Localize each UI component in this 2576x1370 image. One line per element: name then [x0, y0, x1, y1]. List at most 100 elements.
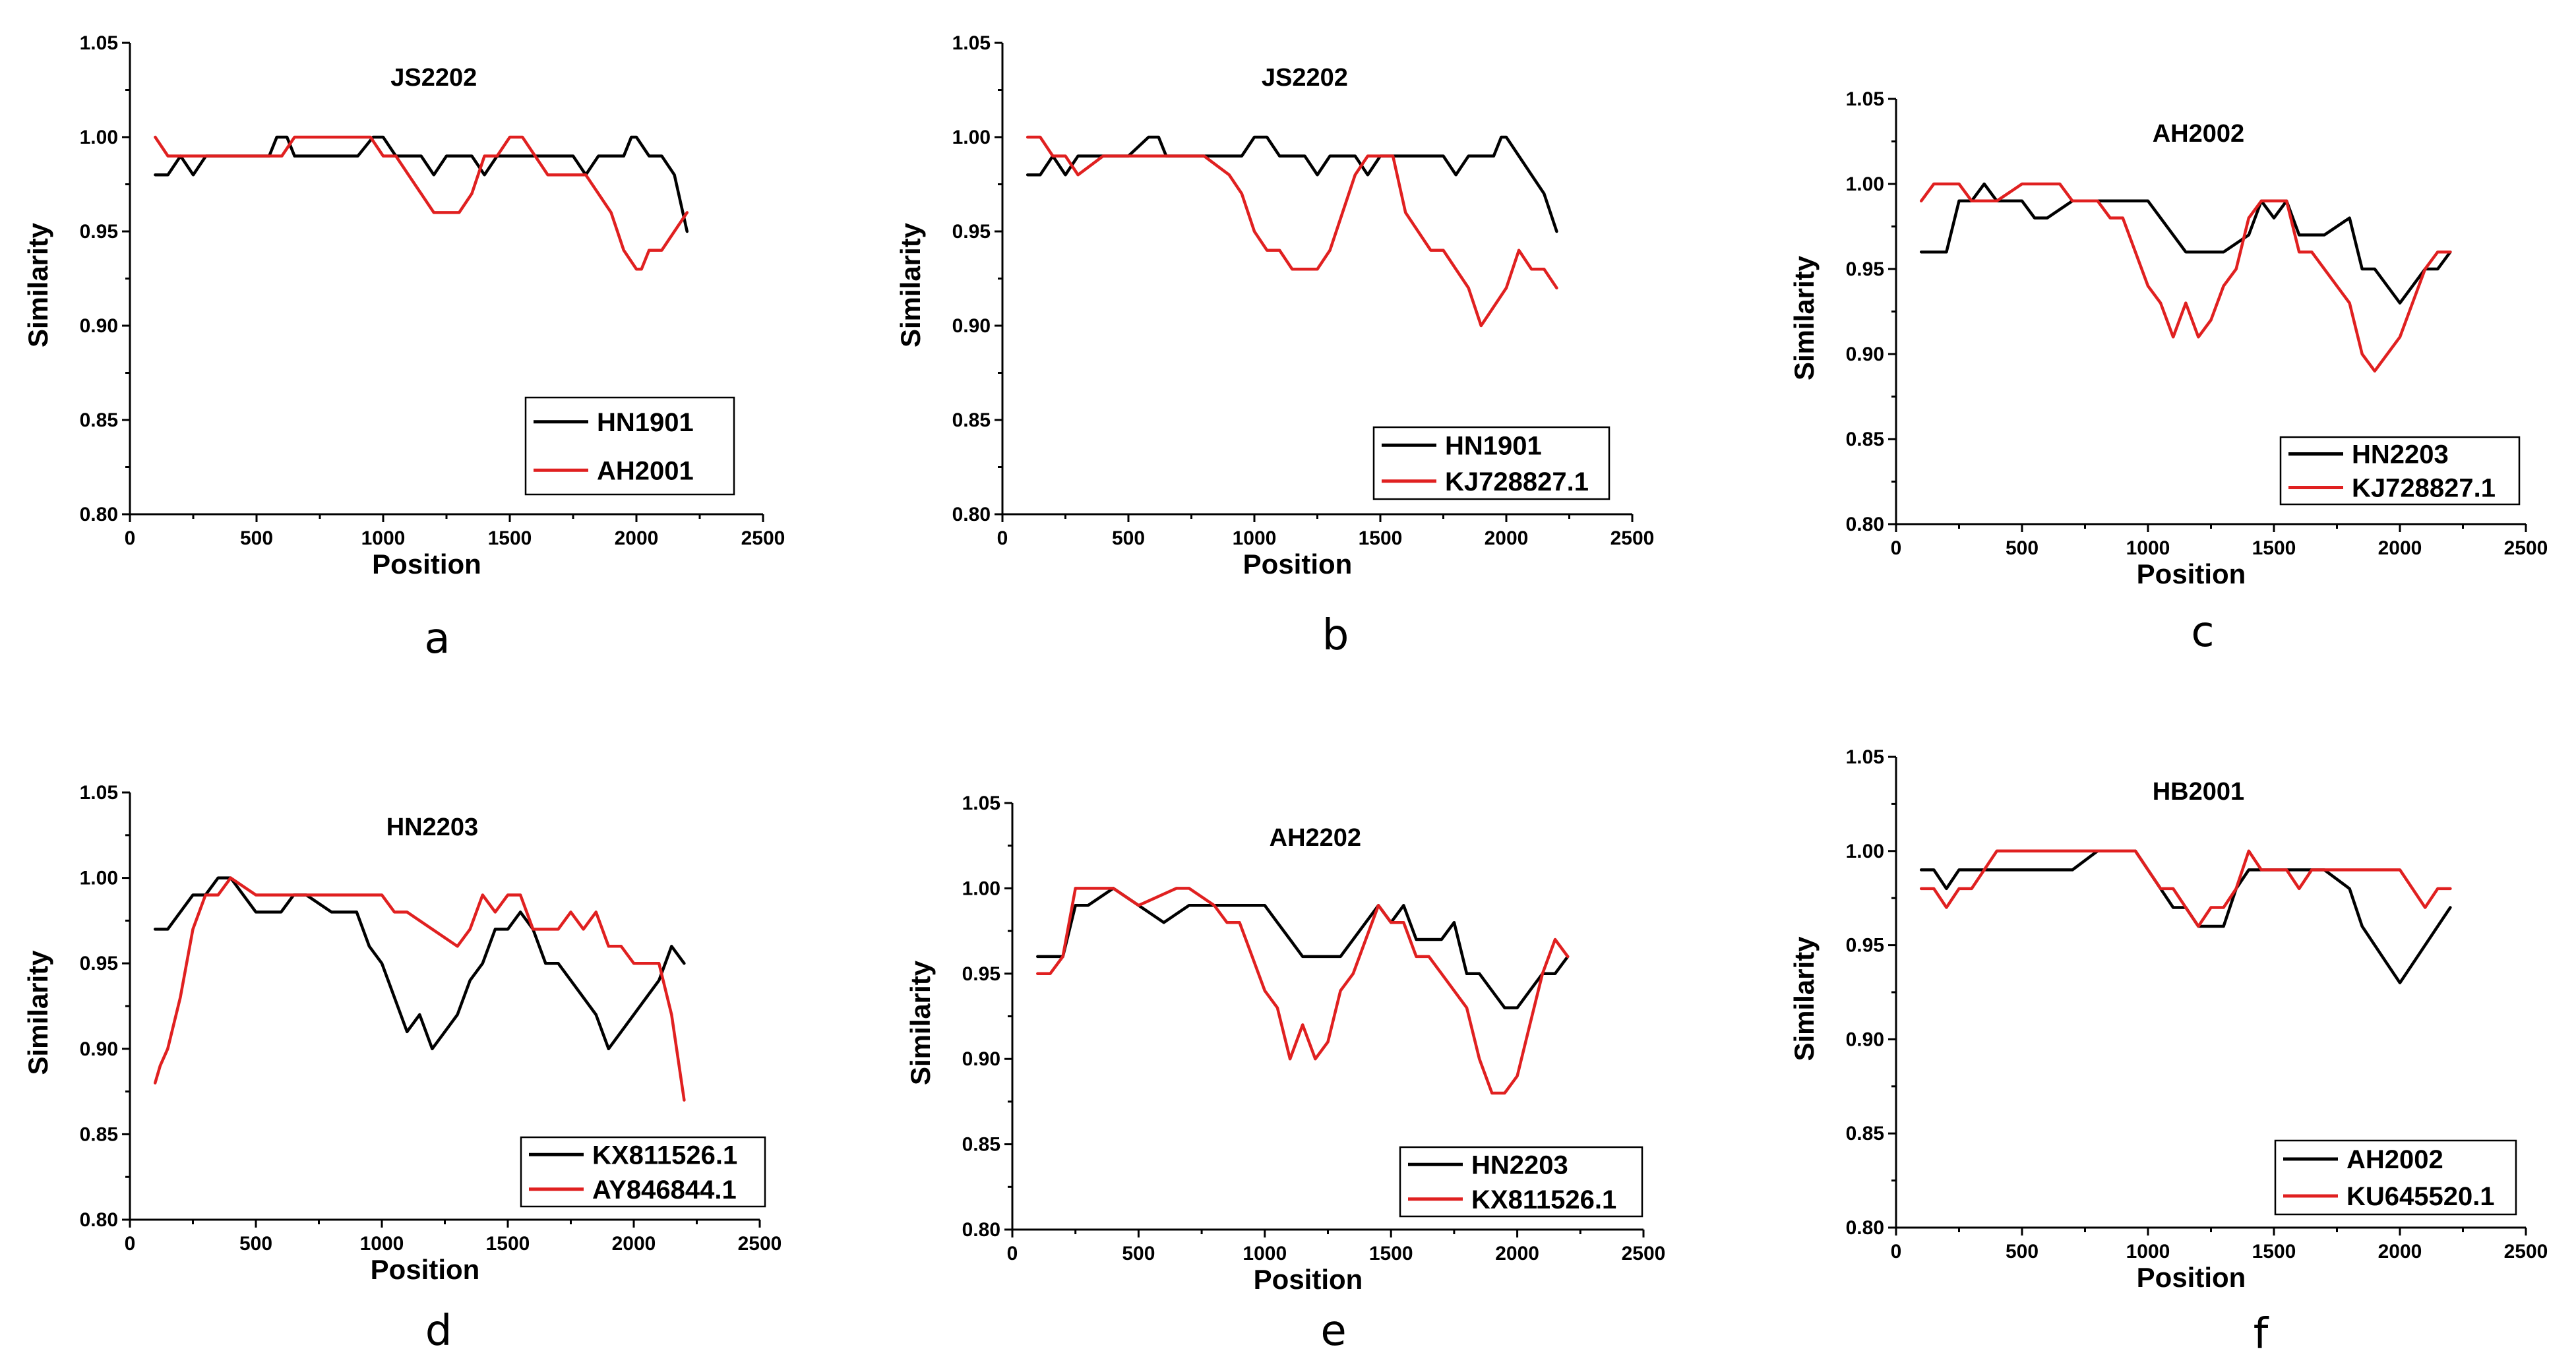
- x-tick-label: 500: [2006, 1241, 2039, 1263]
- y-axis-title: Similarity: [1789, 255, 1820, 380]
- y-tick-label: 0.85: [952, 409, 991, 431]
- legend-label: KJ728827.1: [1445, 467, 1589, 496]
- x-tick-label: 500: [240, 527, 273, 549]
- x-tick-label: 0: [1891, 537, 1902, 559]
- legend-label: AY846844.1: [592, 1176, 737, 1205]
- x-axis-title: Position: [2137, 1262, 2246, 1293]
- x-tick-label: 0: [1891, 1241, 1902, 1263]
- x-tick-label: 0: [125, 527, 136, 549]
- series-line-KJ728827.1: [1919, 182, 2452, 373]
- y-tick-label: 0.80: [952, 504, 991, 525]
- y-tick-label: 0.95: [1846, 258, 1884, 280]
- y-tick-label: 1.05: [962, 792, 1000, 814]
- x-tick-label: 1500: [1369, 1243, 1413, 1265]
- legend: HN2203 KX811526.1: [1399, 1146, 1643, 1218]
- y-axis-title: Similarity: [895, 222, 926, 347]
- x-tick-label: 1000: [1233, 527, 1277, 549]
- y-tick-label: 0.85: [80, 409, 118, 431]
- legend: HN2203 KJ728827.1: [2279, 436, 2521, 506]
- legend-label: HN2203: [2352, 440, 2449, 469]
- y-tick-label: 0.90: [1846, 1028, 1884, 1050]
- y-tick-label: 0.95: [1846, 935, 1884, 957]
- legend-box: [524, 396, 735, 496]
- chart-panel-e: 0 500 1000 1500 2000 2500 0.80 0.85 0.90 0.95 1.00…: [905, 792, 1665, 1355]
- x-tick-label: 2000: [615, 527, 659, 549]
- y-tick-label: 0.95: [952, 221, 991, 243]
- series-line-HN2203: [1036, 887, 1570, 1009]
- series-line-HN2203: [1919, 182, 2452, 305]
- chart-title: JS2202: [1262, 64, 1348, 92]
- x-tick-label: 2500: [1610, 527, 1655, 549]
- chart-title: HN2203: [386, 814, 478, 841]
- legend: HN1901 AH2001: [524, 396, 735, 496]
- series-line-HN1901: [154, 135, 689, 233]
- y-tick-label: 0.90: [80, 1038, 118, 1060]
- panel-label: e: [1320, 1307, 1346, 1355]
- series-line-AH2001: [154, 135, 689, 271]
- chart-title: AH2202: [1270, 824, 1361, 852]
- y-tick-label: 1.05: [1846, 746, 1884, 768]
- x-axis-title: Position: [1254, 1264, 1363, 1295]
- x-tick-label: 1500: [2252, 1241, 2296, 1263]
- chart-panel-c: 0 500 1000 1500 2000 2500 0.80 0.85 0.90 0.95 1.00…: [1789, 88, 2548, 657]
- y-tick-label: 0.95: [80, 221, 118, 243]
- y-tick-label: 0.85: [80, 1123, 118, 1145]
- chart-title: AH2002: [2153, 120, 2244, 148]
- legend-label: AH2001: [597, 456, 694, 485]
- y-tick-label: 0.85: [1846, 1123, 1884, 1145]
- y-axis-title: Similarity: [905, 960, 936, 1085]
- x-tick-label: 2500: [741, 527, 785, 549]
- legend-box: [2274, 1139, 2517, 1216]
- legend-label: KX811526.1: [1471, 1185, 1616, 1214]
- chart-panel-f: 0 500 1000 1500 2000 2500 0.80 0.85 0.90 0.95 1.00…: [1789, 746, 2548, 1359]
- x-tick-label: 1500: [486, 1233, 530, 1255]
- panel-label: b: [1322, 611, 1349, 660]
- chart-panel-b: 0 500 1000 1500 2000 2500 0.80 0.85 0.90 0.95 1.00…: [895, 32, 1654, 660]
- series-line-KJ728827.1: [1026, 135, 1558, 328]
- y-tick-label: 1.00: [962, 878, 1000, 899]
- legend: AH2002 KU645520.1: [2274, 1139, 2517, 1216]
- x-tick-label: 0: [125, 1233, 136, 1255]
- legend-label: HN1901: [597, 408, 694, 437]
- legend-box: [1372, 426, 1610, 500]
- y-tick-label: 1.00: [952, 127, 991, 148]
- chart-title: JS2202: [390, 64, 477, 92]
- y-axis-title: Similarity: [22, 222, 53, 347]
- x-tick-label: 0: [997, 527, 1008, 549]
- series-line-HN1901: [1026, 135, 1558, 233]
- x-tick-label: 1000: [2126, 1241, 2170, 1263]
- y-axis-title: Similarity: [1789, 936, 1820, 1061]
- series-line-KX811526.1: [1036, 887, 1570, 1095]
- y-tick-label: 0.85: [1846, 429, 1884, 450]
- y-tick-label: 0.90: [80, 315, 118, 337]
- y-tick-label: 1.00: [1846, 841, 1884, 862]
- x-tick-label: 2000: [1495, 1243, 1539, 1265]
- x-tick-label: 2000: [2378, 1241, 2422, 1263]
- x-tick-label: 1500: [488, 527, 532, 549]
- y-tick-label: 1.05: [952, 32, 991, 54]
- x-tick-label: 500: [1122, 1243, 1155, 1265]
- x-axis-title: Position: [372, 549, 481, 580]
- x-tick-label: 1500: [2252, 537, 2296, 559]
- y-tick-label: 0.95: [80, 953, 118, 974]
- series-line-AH2002: [1919, 849, 2452, 984]
- x-tick-label: 2000: [2378, 537, 2422, 559]
- legend: HN1901 KJ728827.1: [1372, 426, 1610, 500]
- y-tick-label: 1.00: [80, 868, 118, 889]
- series-line-KX811526.1: [153, 876, 686, 1051]
- series-line-KU645520.1: [1919, 849, 2452, 928]
- x-tick-label: 2000: [1485, 527, 1529, 549]
- x-axis-title: Position: [2137, 558, 2246, 589]
- legend-label: KU645520.1: [2346, 1182, 2495, 1211]
- x-axis-title: Position: [1243, 549, 1353, 580]
- legend-label: KJ728827.1: [2352, 474, 2496, 503]
- series-line-AY846844.1: [153, 876, 686, 1102]
- legend-label: HN2203: [1471, 1150, 1568, 1179]
- y-axis-title: Similarity: [22, 950, 53, 1075]
- legend-label: KX811526.1: [592, 1141, 737, 1170]
- panel-label: c: [2191, 608, 2214, 657]
- y-tick-label: 1.05: [1846, 88, 1884, 110]
- chart-panel-d: 0 500 1000 1500 2000 2500 0.80 0.85 0.90 0.95 1.00…: [22, 782, 782, 1355]
- chart-title: HB2001: [2153, 778, 2244, 806]
